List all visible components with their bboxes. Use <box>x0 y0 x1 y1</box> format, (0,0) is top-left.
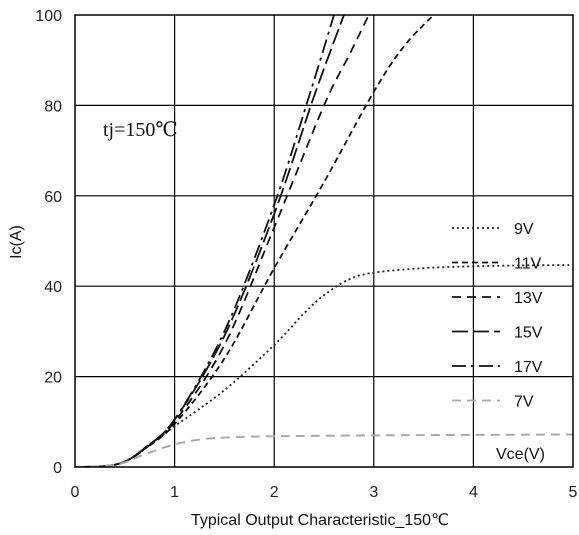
y-tick-label: 100 <box>35 8 62 25</box>
x-tick-label: 2 <box>270 484 279 501</box>
y-tick-label: 20 <box>44 370 62 387</box>
y-tick-label: 0 <box>53 460 62 477</box>
x-axis-label: Vce(V) <box>496 446 545 463</box>
plot-background <box>75 15 573 467</box>
legend-label-7v: 7V <box>514 394 534 411</box>
legend-label-13v: 13V <box>514 290 543 307</box>
x-tick-label: 5 <box>569 484 578 501</box>
x-tick-label: 1 <box>170 484 179 501</box>
y-axis-label: Ic(A) <box>8 225 25 259</box>
x-tick-label: 3 <box>369 484 378 501</box>
annotation-tj: tj=150℃ <box>103 119 178 141</box>
y-tick-label: 40 <box>44 279 62 296</box>
x-tick-label: 0 <box>71 484 80 501</box>
legend-label-15v: 15V <box>514 325 543 342</box>
x-tick-label: 4 <box>469 484 478 501</box>
y-tick-label: 60 <box>44 189 62 206</box>
legend-label-9v: 9V <box>514 221 534 238</box>
legend-label-11v: 11V <box>514 256 542 273</box>
y-tick-label: 80 <box>44 98 62 115</box>
chart-title: Typical Output Characteristic_150℃ <box>191 512 449 529</box>
legend-label-17v: 17V <box>514 359 543 376</box>
